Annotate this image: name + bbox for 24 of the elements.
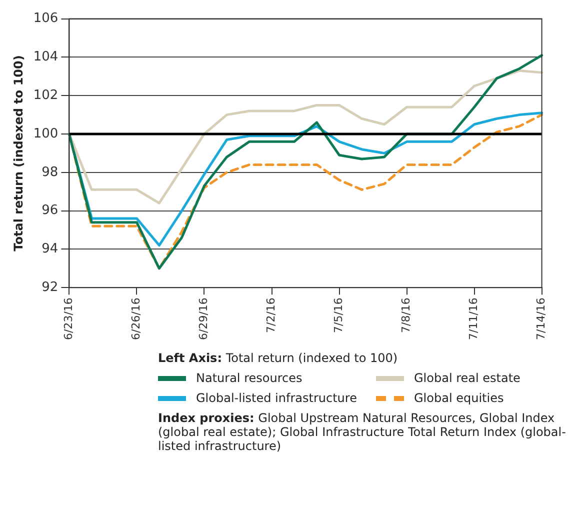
line-series [68, 114, 544, 270]
y-tick-label: 96 [42, 203, 58, 218]
y-tick-label: 98 [42, 164, 58, 180]
x-tick-label: 7/5/16 [332, 298, 346, 333]
legend-label: Natural resources [196, 371, 302, 385]
y-tick-label: 106 [33, 11, 58, 26]
y-tick-label: 92 [42, 280, 58, 295]
legend-label: Global real estate [414, 371, 520, 385]
x-tick-label: 6/23/16 [62, 298, 76, 340]
y-axis-title: Total return (indexed to 100) [11, 55, 26, 252]
x-tick-label: 7/14/16 [534, 298, 548, 340]
y-tick-label: 94 [42, 242, 58, 257]
text: Index proxies: Global Upstream Natural Resources, Global Index (global real estate); Global Infrastructure Total Return Index (global-listed infrastructure) [158, 411, 567, 453]
legend-label: Global-listed infrastructure [196, 391, 357, 405]
x-tick-label: 7/2/16 [264, 298, 278, 333]
legend-label: Global equities [414, 391, 504, 405]
text: Left Axis: Total return (indexed to 100) [158, 351, 399, 365]
x-tick-label: 7/11/16 [467, 298, 480, 340]
y-tick-label: 104 [33, 50, 58, 65]
x-tick-label: 7/8/16 [400, 298, 413, 333]
y-tick-label: 100 [33, 126, 58, 142]
y-tick-label: 102 [33, 88, 58, 103]
x-tick-label: 6/29/16 [197, 298, 210, 340]
x-tick-label: 6/26/16 [130, 298, 143, 340]
